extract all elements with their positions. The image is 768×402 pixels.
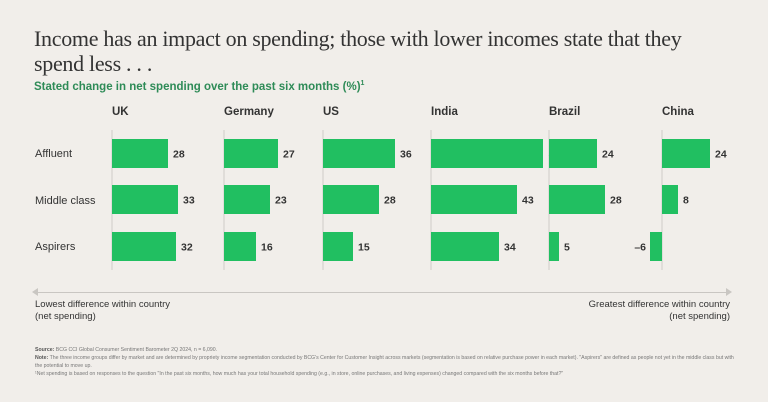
- country-label-germany: Germany: [224, 106, 274, 118]
- row-label-middle-class: Middle class: [35, 195, 96, 207]
- bar-india-middle-class: [431, 185, 517, 214]
- data-label-germany-middle-class: 23: [275, 195, 287, 207]
- data-label-india-aspirers: 34: [504, 242, 516, 254]
- lowest-difference-line2: (net spending): [35, 311, 96, 322]
- bar-germany-affluent: [224, 139, 278, 168]
- bar-uk-middle-class: [112, 185, 178, 214]
- data-label-brazil-aspirers: 5: [564, 242, 570, 254]
- row-label-affluent: Affluent: [35, 148, 73, 160]
- note-text: The three income groups differ by market…: [35, 355, 734, 369]
- note-block: Note: The three income groups differ by …: [35, 354, 735, 370]
- arrow-left-icon: [32, 288, 38, 296]
- source-note: Source: BCG CCI Global Consumer Sentimen…: [35, 346, 735, 354]
- bar-brazil-middle-class: [549, 185, 605, 214]
- data-label-germany-affluent: 27: [283, 149, 295, 161]
- country-label-india: India: [431, 106, 458, 118]
- bar-us-aspirers: [323, 232, 353, 261]
- bar-china-aspirers: [650, 232, 662, 261]
- country-label-brazil: Brazil: [549, 106, 581, 118]
- data-label-us-aspirers: 15: [358, 242, 370, 254]
- data-label-uk-affluent: 28: [173, 149, 185, 161]
- bar-brazil-affluent: [549, 139, 597, 168]
- greatest-difference-label: Greatest difference within country (net …: [589, 299, 730, 323]
- bar-china-middle-class: [662, 185, 678, 214]
- data-label-us-middle-class: 28: [384, 195, 396, 207]
- data-label-china-aspirers: –6: [634, 242, 646, 254]
- source-label: Source:: [35, 347, 55, 353]
- footnote-text: ¹Net spending is based on responses to t…: [35, 371, 564, 377]
- difference-axis-line: [34, 292, 730, 293]
- bar-uk-affluent: [112, 139, 168, 168]
- page-title: Income has an impact on spending; those …: [34, 26, 682, 76]
- bar-germany-aspirers: [224, 232, 256, 261]
- data-label-india-middle-class: 43: [522, 195, 534, 207]
- chart-subtitle: Stated change in net spending over the p…: [34, 80, 364, 93]
- country-label-us: US: [323, 106, 339, 118]
- bar-brazil-aspirers: [549, 232, 559, 261]
- footnote-marker: 1: [360, 80, 365, 87]
- bar-india-affluent: [431, 139, 543, 168]
- lowest-difference-label: Lowest difference within country (net sp…: [35, 299, 170, 323]
- bar-us-middle-class: [323, 185, 379, 214]
- bar-germany-middle-class: [224, 185, 270, 214]
- country-label-uk: UK: [112, 106, 129, 118]
- source-text: BCG CCI Global Consumer Sentiment Barome…: [55, 347, 218, 353]
- arrow-right-icon: [726, 288, 732, 296]
- lowest-difference-line1: Lowest difference within country: [35, 299, 171, 310]
- row-label-aspirers: Aspirers: [35, 241, 76, 253]
- greatest-difference-line2: (net spending): [669, 311, 730, 322]
- data-label-uk-middle-class: 33: [183, 195, 195, 207]
- greatest-difference-line1: Greatest difference within country: [588, 299, 730, 310]
- bar-uk-aspirers: [112, 232, 176, 261]
- footnotes: Source: BCG CCI Global Consumer Sentimen…: [35, 346, 735, 378]
- data-label-china-affluent: 24: [715, 149, 727, 161]
- subtitle-text: Stated change in net spending over the p…: [34, 80, 361, 93]
- note-label: Note:: [35, 355, 49, 361]
- country-label-china: China: [662, 106, 694, 118]
- data-label-china-middle-class: 8: [683, 195, 689, 207]
- bar-china-affluent: [662, 139, 710, 168]
- data-label-brazil-middle-class: 28: [610, 195, 622, 207]
- data-label-uk-aspirers: 32: [181, 242, 193, 254]
- data-label-brazil-affluent: 24: [602, 149, 614, 161]
- bar-india-aspirers: [431, 232, 499, 261]
- bar-us-affluent: [323, 139, 395, 168]
- data-label-us-affluent: 36: [400, 149, 412, 161]
- data-label-germany-aspirers: 16: [261, 242, 273, 254]
